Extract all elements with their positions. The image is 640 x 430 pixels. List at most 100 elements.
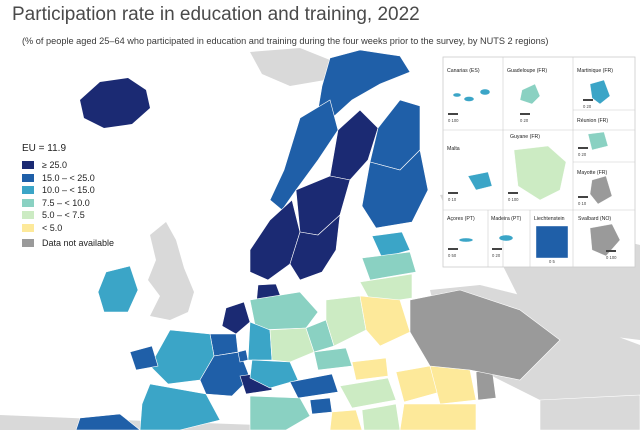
legend-item: 7.5 – < 10.0 — [22, 197, 114, 210]
legend-item: Data not available — [22, 237, 114, 250]
inset-shape-canarias-2 — [463, 96, 475, 102]
scale-acores: 0 50 — [448, 253, 457, 258]
western-europe — [75, 265, 273, 430]
inset-label-liechtenstein: Liechtenstein — [534, 216, 565, 222]
legend-swatch — [22, 161, 34, 170]
scale-martinique: 0 20 — [583, 104, 592, 109]
inset-shape-acores — [458, 237, 474, 243]
inset-shape-martinique — [589, 79, 611, 105]
scale-liechtenstein: 0 5 — [549, 259, 555, 264]
legend-swatch — [22, 173, 34, 182]
region-italy-north — [249, 395, 311, 430]
legend-swatch — [22, 186, 34, 195]
scale-canarias: 0 100 — [448, 118, 459, 123]
page-subtitle: (% of people aged 25–64 who participated… — [22, 36, 549, 46]
legend-rows: ≥ 25.0 15.0 – < 25.0 10.0 – < 15.0 7.5 – < … — [22, 159, 114, 250]
legend-label: < 5.0 — [42, 222, 63, 233]
south-east-europe — [361, 289, 640, 430]
scale-madeira: 0 20 — [492, 253, 501, 258]
scale-malta: 0 10 — [448, 197, 457, 202]
legend-label: 15.0 – < 25.0 — [42, 172, 95, 183]
legend-swatch — [22, 223, 34, 232]
legend-item: 10.0 – < 15.0 — [22, 184, 114, 197]
inset-label-martinique: Martinique (FR) — [577, 68, 613, 74]
region-france-brittany — [129, 345, 159, 371]
region-sweden-mid — [295, 175, 351, 236]
legend-item: ≥ 25.0 — [22, 159, 114, 172]
inset-label-guyane: Guyane (FR) — [510, 134, 540, 140]
region-czechia — [313, 347, 353, 371]
inset-shape-canarias-3 — [479, 88, 491, 96]
page-title: Participation rate in education and trai… — [12, 4, 420, 25]
region-slovenia — [309, 397, 333, 415]
inset-label-canarias: Canarias (ES) — [447, 68, 480, 74]
region-black-sea-coast — [539, 394, 640, 430]
region-norway-north — [317, 49, 411, 121]
scale-svalbard: 0 100 — [606, 255, 617, 260]
great-britain — [148, 222, 194, 320]
inset-label-reunion: Réunion (FR) — [577, 118, 608, 124]
inset-label-mayotte: Mayotte (FR) — [577, 170, 608, 176]
legend-label: ≥ 25.0 — [42, 160, 67, 171]
region-croatia — [329, 409, 363, 430]
region-netherlands — [221, 301, 251, 335]
inset-label-svalbard: Svalbard (NO) — [578, 216, 611, 222]
region — [80, 78, 150, 128]
region-finland-south — [361, 149, 429, 229]
legend-item: 5.0 – < 7.5 — [22, 209, 114, 222]
scandinavia — [249, 49, 429, 313]
region-austria — [289, 373, 339, 399]
inset-shape-mayotte — [589, 175, 613, 205]
region-hungary — [339, 377, 397, 409]
inset-shape-guyane — [513, 145, 567, 201]
inset-label-malta: Malta — [447, 146, 460, 152]
legend-label: 10.0 – < 15.0 — [42, 185, 95, 196]
region-serbia — [361, 403, 401, 430]
greenland-tip — [250, 48, 330, 86]
baltics — [359, 231, 417, 305]
inset-shape-liechtenstein — [535, 225, 569, 259]
inset-label-acores: Açores (PT) — [447, 216, 475, 222]
inset-shape-reunion — [587, 131, 609, 151]
inset-shape-guadeloupe — [519, 83, 541, 105]
inset-shape-svalbard — [589, 223, 621, 257]
region-germany-south — [249, 359, 299, 389]
region-sweden-south — [289, 214, 341, 281]
inset-label-madeira: Madeira (PT) — [491, 216, 522, 222]
scale-guadeloupe: 0 20 — [520, 118, 529, 123]
legend-label: Data not available — [42, 238, 115, 249]
legend-eu-value: EU = 11.9 — [22, 143, 67, 154]
inset-shape-madeira — [498, 234, 514, 242]
iceland — [80, 78, 150, 128]
region-germany-mid — [269, 327, 315, 363]
scale-guyane: 0 100 — [508, 197, 519, 202]
region-luxembourg — [237, 349, 249, 363]
region-bulgaria — [399, 403, 477, 430]
region-romania-east — [429, 365, 477, 405]
legend-swatch — [22, 211, 34, 220]
inset-panel: Canarias (ES) Guadeloupe (FR) Martinique… — [442, 56, 636, 268]
inset-shape-canarias-1 — [452, 92, 462, 98]
scale-mayotte: 0 10 — [578, 201, 587, 206]
region-latvia — [361, 251, 417, 281]
region-slovakia — [351, 357, 389, 381]
region-ireland — [97, 265, 139, 313]
inset-label-guadeloupe: Guadeloupe (FR) — [507, 68, 547, 74]
legend-label: 5.0 – < 7.5 — [42, 210, 85, 221]
region-france-south — [139, 383, 221, 430]
inset-shape-malta — [467, 171, 493, 191]
region-ukraine — [409, 289, 561, 381]
region-poland-west — [325, 295, 367, 347]
region-poland-east — [359, 295, 411, 347]
legend-swatch — [22, 198, 34, 207]
legend: EU = 11.9 ≥ 25.0 15.0 – < 25.0 10.0 – < 15… — [22, 143, 114, 250]
legend-item: < 5.0 — [22, 222, 114, 235]
central-europe — [247, 291, 411, 430]
legend-swatch — [22, 239, 34, 248]
legend-item: 15.0 – < 25.0 — [22, 172, 114, 185]
legend-label: 7.5 – < 10.0 — [42, 197, 90, 208]
region-iberia-north — [75, 413, 141, 430]
scale-reunion: 0 20 — [578, 152, 587, 157]
region-estonia — [371, 231, 411, 259]
